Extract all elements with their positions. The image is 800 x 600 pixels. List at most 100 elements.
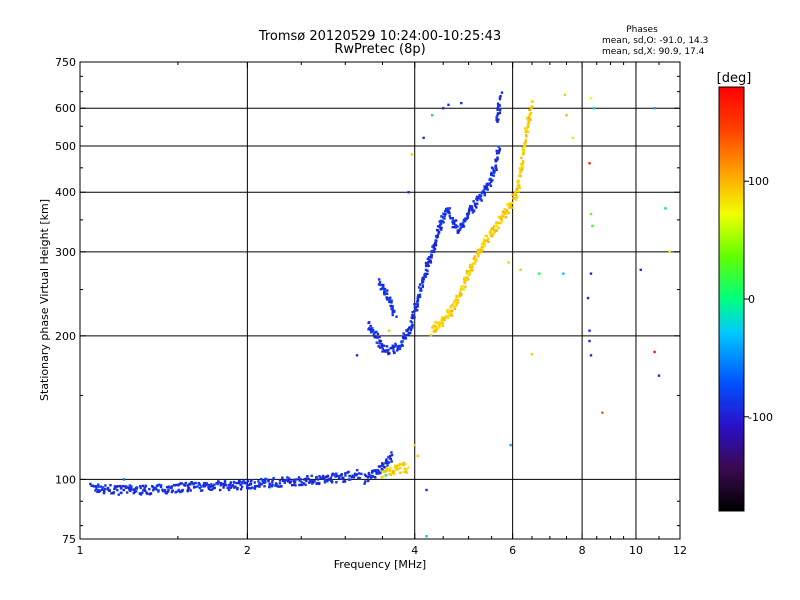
trace-point (297, 476, 301, 479)
trace-point (141, 484, 145, 488)
trace-point (451, 303, 455, 306)
colorbar-tick-label: -100 (748, 411, 773, 424)
trace-point (405, 471, 408, 474)
trace-point (375, 469, 378, 472)
trace-point (467, 270, 471, 273)
trace-point (116, 488, 119, 492)
trace-point (402, 335, 405, 339)
scatter-point (425, 488, 428, 492)
trace-point (408, 326, 411, 330)
trace-point (439, 219, 443, 223)
trace-point (380, 464, 384, 467)
trace-point (180, 482, 183, 485)
trace-point (454, 304, 458, 308)
trace-point (253, 486, 256, 490)
trace-point (309, 480, 312, 484)
trace-point (448, 212, 451, 215)
trace-point (385, 458, 388, 461)
trace-point (96, 490, 99, 494)
trace-point (266, 478, 269, 481)
trace-point (371, 475, 375, 478)
trace-point (524, 138, 528, 142)
trace-point (343, 480, 347, 483)
plot-frame (79, 61, 681, 540)
trace-point (510, 201, 514, 205)
trace-point (356, 468, 359, 472)
trace-point (300, 481, 303, 484)
trace-point (384, 467, 388, 471)
trace-point (207, 486, 210, 489)
trace-point (479, 198, 482, 201)
trace-point (332, 473, 336, 476)
trace-point (129, 487, 133, 490)
trace-point (132, 491, 136, 495)
trace-point (475, 251, 478, 255)
trace-point (456, 225, 459, 228)
trace-point (279, 485, 282, 488)
trace-point (112, 491, 115, 494)
trace-point (512, 197, 516, 200)
trace-point (187, 487, 191, 490)
trace-point (498, 109, 502, 112)
trace-point (388, 472, 391, 476)
trace-point (497, 150, 501, 153)
trace-point (305, 479, 308, 483)
trace-point (500, 218, 503, 221)
trace-point (430, 253, 433, 256)
trace-point (304, 477, 308, 481)
trace-point (387, 455, 390, 459)
trace-point (438, 220, 441, 223)
trace-point (483, 187, 487, 190)
trace-point (395, 466, 398, 469)
trace-point (500, 220, 504, 223)
trace-point (295, 478, 298, 481)
trace-point (387, 461, 391, 464)
x-tick-label: 2 (244, 544, 251, 557)
trace-point (139, 492, 142, 496)
trace-point (396, 349, 399, 352)
trace-point (462, 224, 465, 227)
trace-point (170, 490, 174, 494)
trace-point (233, 486, 236, 489)
scatter-point (664, 207, 667, 210)
trace-point (452, 305, 456, 309)
trace-point (414, 302, 417, 306)
trace-point (344, 472, 347, 475)
scatter-point (586, 296, 590, 300)
scatter-point (388, 329, 391, 332)
trace-point (454, 298, 458, 301)
trace-point (454, 226, 458, 229)
trace-point (526, 125, 530, 128)
trace-point (99, 485, 103, 488)
trace-point (470, 268, 473, 271)
trace-point (262, 481, 265, 484)
trace-point (375, 330, 378, 334)
trace-point (434, 321, 437, 324)
trace-point (307, 477, 310, 481)
trace-point (125, 491, 129, 494)
trace-point (228, 483, 232, 486)
y-tick-label: 750 (55, 56, 76, 69)
scatter-point (589, 272, 593, 275)
trace-point (443, 214, 446, 218)
trace-point (381, 463, 384, 466)
trace-point (468, 272, 472, 276)
trace-point (170, 485, 173, 488)
trace-point (186, 484, 190, 488)
trace-point (323, 478, 327, 482)
trace-point (382, 470, 385, 473)
trace-point (364, 480, 367, 483)
trace-point (527, 121, 531, 124)
trace-point (434, 325, 437, 328)
trace-point (397, 463, 401, 466)
trace-point (490, 232, 493, 235)
trace-point (399, 463, 402, 466)
trace-point (525, 135, 528, 138)
trace-point (107, 487, 110, 490)
trace-point (526, 130, 530, 134)
trace-point (289, 480, 292, 483)
trace-point (497, 215, 500, 219)
trace-point (256, 484, 259, 488)
trace-point (379, 346, 382, 349)
